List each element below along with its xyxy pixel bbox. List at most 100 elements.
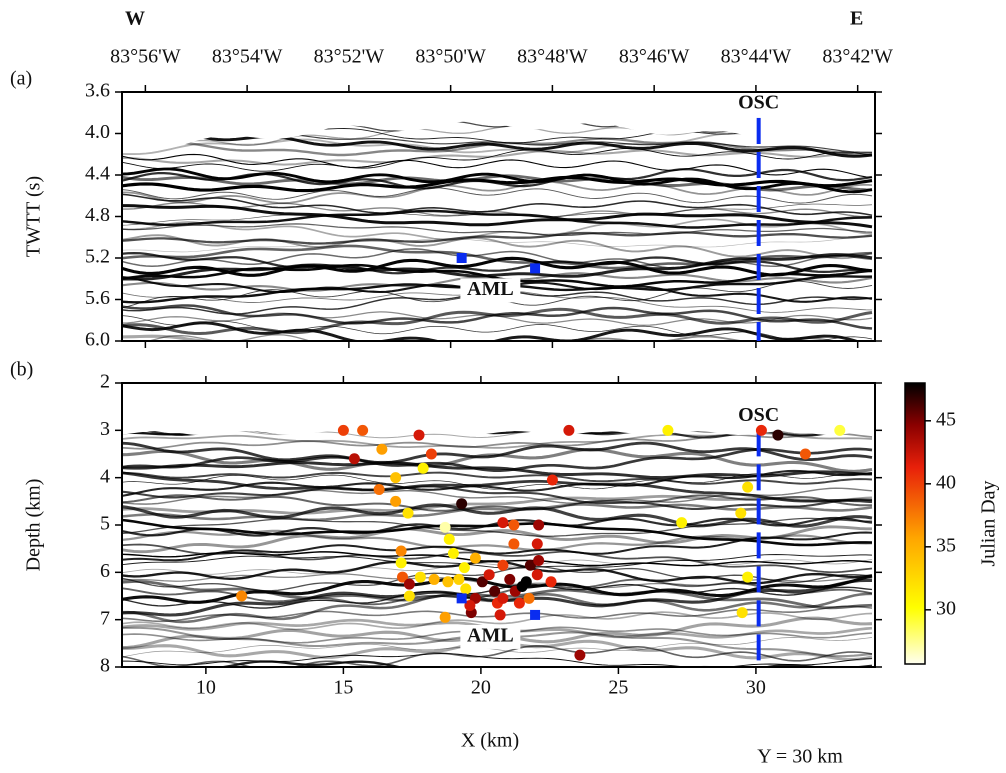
reflector: [122, 503, 873, 528]
earthquake: [390, 495, 402, 507]
earthquake: [545, 576, 557, 588]
reflector: [122, 525, 872, 554]
x2-tick-label: 83°52'W: [314, 46, 385, 68]
reflector: [122, 256, 873, 277]
earthquake: [456, 498, 468, 510]
colorbar: [904, 382, 926, 665]
earthquake: [497, 592, 509, 604]
earthquake: [453, 573, 465, 585]
earthquake: [403, 578, 415, 590]
reflector: [122, 202, 873, 218]
colorbar-tick-label: 45: [936, 408, 956, 430]
x2-tick-label: 83°42'W: [822, 46, 893, 68]
earthquake: [524, 559, 536, 571]
y-tick-label: 3: [100, 418, 110, 440]
reflector: [122, 485, 873, 510]
reflector: [122, 174, 873, 192]
aml-label: AML: [467, 278, 514, 300]
earthquake: [476, 576, 488, 588]
earthquake: [546, 474, 558, 486]
colorbar-tick-label: 40: [936, 471, 956, 493]
reflector: [122, 503, 873, 522]
aml-marker: [456, 593, 467, 604]
earthquake: [508, 538, 520, 550]
reflector: [122, 432, 873, 450]
reflector: [122, 653, 873, 667]
x2-tick-label: 83°54'W: [212, 46, 283, 68]
reflector: [122, 248, 873, 269]
reflector: [122, 517, 872, 537]
reflector: [147, 334, 313, 341]
reflector: [122, 218, 873, 241]
osc-label: OSC: [738, 404, 779, 426]
reflector: [122, 461, 872, 480]
reflector: [122, 307, 873, 335]
reflector: [122, 580, 873, 610]
earthquake: [357, 424, 369, 436]
reflector: [122, 223, 873, 237]
reflector: [122, 209, 873, 229]
y-tick-label: 4.8: [85, 204, 110, 226]
reflector: [122, 187, 873, 204]
earthquake: [390, 472, 402, 484]
panel-label: (b): [10, 359, 33, 381]
earthquake: [513, 597, 525, 609]
earthquake: [533, 519, 545, 531]
y-tick-label: 3.6: [85, 80, 110, 102]
reflector: [122, 345, 872, 359]
reflector: [122, 518, 873, 547]
reflector: [122, 203, 873, 226]
y-tick-label: 6.0: [85, 329, 110, 351]
reflector: [122, 637, 873, 658]
earthquake: [414, 571, 426, 583]
reflector: [122, 193, 873, 217]
reflector: [122, 351, 872, 370]
earthquake: [376, 443, 388, 455]
x-tick-label: 15: [333, 677, 353, 699]
x-tick-label: 10: [196, 677, 216, 699]
earthquake: [494, 609, 506, 621]
earthquake: [742, 481, 754, 493]
reflector: [122, 354, 872, 373]
reflector: [122, 516, 873, 537]
earthquake: [236, 590, 248, 602]
earthquake: [397, 571, 409, 583]
reflector: [122, 235, 873, 253]
earthquake: [413, 429, 425, 441]
earthquake: [402, 507, 414, 519]
reflector: [122, 71, 872, 84]
earthquake: [460, 583, 472, 595]
earthquake: [417, 462, 429, 474]
earthquake: [458, 562, 470, 574]
reflector: [122, 558, 873, 575]
y-tick-label: 4: [100, 465, 110, 487]
y-axis-title: TWTT (s): [23, 176, 45, 257]
earthquake: [469, 552, 481, 564]
earthquake: [504, 573, 516, 585]
reflector: [137, 383, 277, 385]
earthquake: [735, 507, 747, 519]
colorbar-title: Julian Day: [978, 480, 1000, 566]
reflector: [122, 130, 873, 158]
reflector: [122, 494, 873, 515]
seismic-section-a: [122, 71, 875, 359]
reflector: [122, 473, 873, 490]
reflector: [122, 346, 872, 365]
y-tick-label: 5.2: [85, 246, 110, 268]
aml-label-box: [460, 278, 521, 303]
earthquake: [443, 533, 455, 545]
reflector: [122, 543, 873, 574]
reflector: [122, 487, 873, 505]
reflector: [122, 447, 873, 473]
earthquake: [516, 581, 528, 593]
earthquake: [755, 424, 767, 436]
earthquake: [425, 448, 437, 460]
earthquake: [395, 557, 407, 569]
earthquake: [742, 571, 754, 583]
y-tick-label: 5.6: [85, 287, 110, 309]
x-tick-label: 20: [471, 677, 491, 699]
earthquake: [523, 592, 535, 604]
y-tick-label: 4.4: [85, 163, 110, 185]
reflector: [122, 153, 873, 179]
reflector: [122, 494, 873, 512]
